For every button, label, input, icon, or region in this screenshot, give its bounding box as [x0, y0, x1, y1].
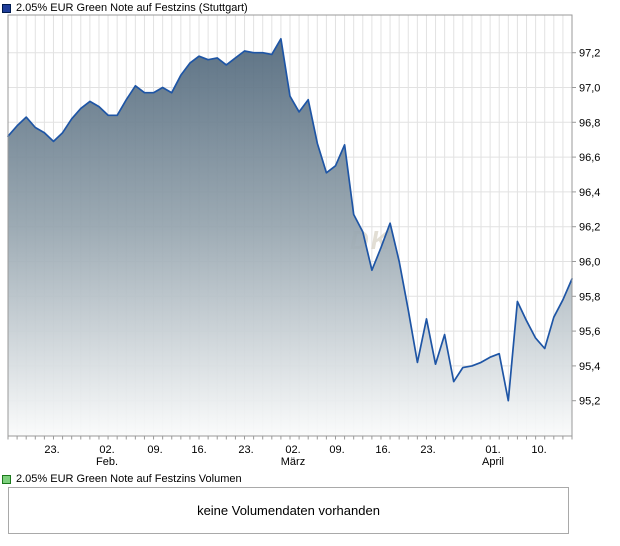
volume-series-marker-icon	[2, 474, 11, 484]
x-axis-label: 23.	[44, 444, 59, 456]
y-axis-label: 95,8	[579, 291, 600, 303]
y-axis-label: 95,4	[579, 361, 600, 373]
price-area-fill	[8, 38, 572, 437]
price-series-label: 2.05% EUR Green Note auf Festzins (Stutt…	[16, 2, 248, 14]
volume-series-label: 2.05% EUR Green Note auf Festzins Volume…	[16, 473, 242, 485]
x-axis-label: 01.	[485, 444, 500, 456]
x-axis-label: 09.	[329, 444, 344, 456]
y-axis-label: 96,6	[579, 152, 600, 164]
y-axis-label: 95,2	[579, 396, 600, 408]
x-axis-month-label: März	[281, 456, 305, 468]
y-axis-label: 97,2	[579, 48, 600, 60]
y-axis-label: 96,0	[579, 257, 600, 269]
axis-labels: 97,2 97,0 96,8 96,6 96,4 96,2 96,0 95,8 95,6 95,4…	[44, 48, 600, 468]
price-legend: 2.05% EUR Green Note auf Festzins (Stutt…	[2, 2, 248, 14]
x-axis-label: 02.	[285, 444, 300, 456]
x-axis-label: 23.	[420, 444, 435, 456]
x-axis-label: 09.	[147, 444, 162, 456]
x-axis-label: 16.	[375, 444, 390, 456]
volume-panel: keine Volumendaten vorhanden	[8, 487, 569, 534]
y-axis-label: 96,8	[579, 117, 600, 129]
x-axis-label: 10.	[531, 444, 546, 456]
axis-ticks	[7, 52, 576, 440]
price-chart: DK97,297,096,896,696,496,296,095,895,695…	[7, 14, 600, 468]
volume-legend: 2.05% EUR Green Note auf Festzins Volume…	[2, 473, 242, 485]
x-axis-label: 16.	[191, 444, 206, 456]
price-line	[7, 37, 573, 402]
x-axis-label: 23.	[238, 444, 253, 456]
x-axis-label: 02.	[99, 444, 114, 456]
y-axis-label: 95,6	[579, 326, 600, 338]
no-volume-message: keine Volumendaten vorhanden	[197, 503, 380, 518]
y-axis-label: 97,0	[579, 83, 600, 95]
price-series-marker-icon	[2, 3, 11, 13]
x-axis-month-label: Feb.	[96, 456, 118, 468]
y-axis-label: 96,2	[579, 222, 600, 234]
x-axis-month-label: April	[482, 456, 504, 468]
y-axis-label: 96,4	[579, 187, 600, 199]
